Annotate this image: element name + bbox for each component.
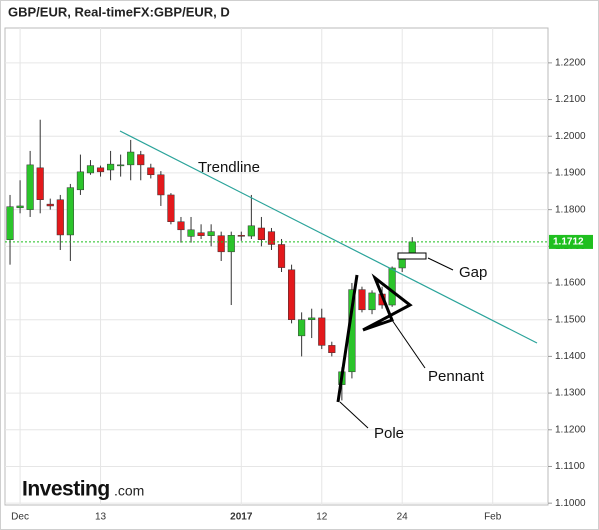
candle-body bbox=[147, 167, 155, 176]
candle-body bbox=[187, 229, 195, 237]
pennant-pointer bbox=[391, 319, 426, 369]
candle-body bbox=[167, 194, 175, 222]
candle-body bbox=[207, 231, 215, 236]
candle-body bbox=[177, 221, 185, 231]
x-tick-label: Feb bbox=[484, 512, 502, 523]
y-tick-label: 1.1800 bbox=[555, 204, 586, 215]
candle-body bbox=[277, 244, 286, 268]
candle-body bbox=[368, 292, 376, 311]
candle-body bbox=[308, 317, 316, 320]
annotation: Pennant bbox=[428, 368, 485, 385]
candle-body bbox=[197, 232, 205, 236]
chart-title: GBP/EUR, Real-timeFX:GBP/EUR, D bbox=[8, 4, 230, 19]
candle-body bbox=[298, 319, 306, 337]
x-tick-label: 24 bbox=[397, 512, 409, 523]
candle-body bbox=[16, 205, 24, 209]
last-price-box bbox=[549, 234, 593, 249]
y-tick-label: 1.1200 bbox=[555, 424, 586, 435]
plot-area bbox=[4, 27, 549, 506]
logo: Investing bbox=[22, 478, 110, 501]
y-tick-label: 1.1100 bbox=[555, 461, 585, 472]
candle-body bbox=[36, 167, 44, 200]
y-tick-label: 1.2200 bbox=[555, 57, 586, 68]
candle-body bbox=[46, 203, 54, 207]
y-tick-label: 1.1400 bbox=[555, 351, 586, 362]
y-tick-label: 1.1900 bbox=[555, 168, 586, 179]
candle-body bbox=[157, 174, 165, 196]
annotation: Pole bbox=[374, 425, 404, 442]
candle-body bbox=[237, 235, 245, 237]
candle-body bbox=[107, 163, 115, 171]
candle-body bbox=[66, 187, 74, 236]
x-tick-label: 12 bbox=[316, 512, 328, 523]
candle-body bbox=[127, 151, 135, 166]
gap-pointer bbox=[427, 257, 454, 271]
last-price-label: 1.1712 bbox=[553, 237, 584, 248]
candle-body bbox=[288, 269, 296, 320]
annotation: Gap bbox=[459, 264, 487, 281]
trendline bbox=[119, 130, 538, 344]
pole-pointer bbox=[339, 401, 369, 429]
candle-body bbox=[328, 345, 336, 353]
candle-body bbox=[358, 289, 366, 311]
candle-body bbox=[26, 164, 34, 210]
pole-pennant bbox=[336, 273, 413, 403]
candle-body bbox=[56, 199, 64, 236]
candle-body bbox=[96, 167, 105, 173]
candle-body bbox=[76, 171, 84, 191]
y-tick-label: 1.1600 bbox=[555, 278, 586, 289]
x-tick-label: 2017 bbox=[230, 512, 253, 523]
candle-body bbox=[227, 235, 235, 253]
plot: 1.1000 1.1100 1.1200 1.1300 1.1400 1.1500 1.16… bbox=[5, 28, 593, 523]
logo-suffix: .com bbox=[114, 483, 144, 499]
candle-body bbox=[247, 225, 255, 237]
candle-body bbox=[6, 206, 14, 240]
y-tick-label: 1.1300 bbox=[555, 388, 586, 399]
candle-body bbox=[86, 165, 95, 174]
y-tick-label: 1.1500 bbox=[555, 314, 586, 325]
y-tick-label: 1.2100 bbox=[555, 94, 586, 105]
x-tick-label: 13 bbox=[95, 512, 107, 523]
gap-box bbox=[397, 252, 427, 260]
candle-body bbox=[267, 231, 276, 245]
candle-body bbox=[318, 317, 326, 346]
annotation: Trendline bbox=[198, 159, 260, 176]
candle-body bbox=[117, 164, 125, 167]
candle-body bbox=[257, 227, 265, 240]
candle-body bbox=[388, 267, 396, 306]
y-tick-label: 1.2000 bbox=[555, 131, 586, 142]
x-tick-label: Dec bbox=[11, 512, 29, 523]
candle-body bbox=[217, 235, 225, 253]
y-tick-label: 1.1000 bbox=[555, 498, 586, 509]
candle-body bbox=[137, 154, 145, 166]
